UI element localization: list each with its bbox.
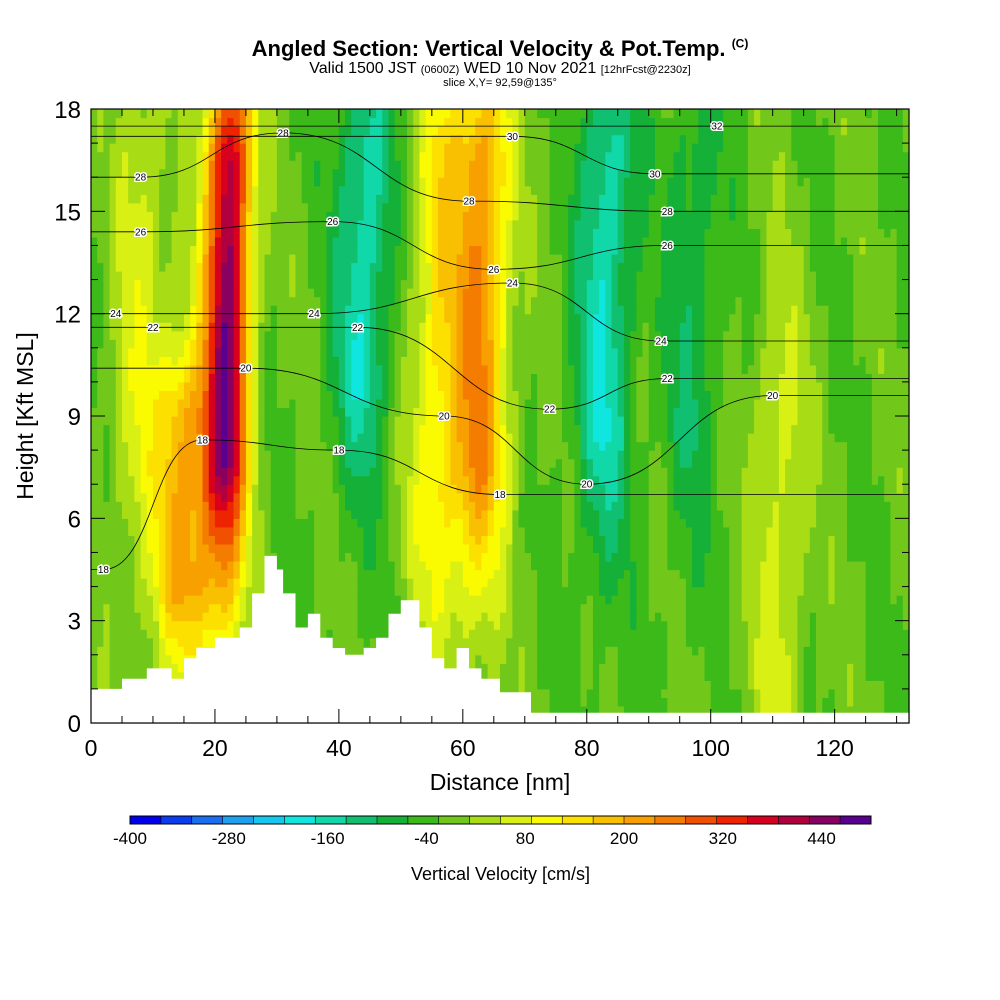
y-tick-label: 15 xyxy=(54,199,81,226)
theta-contour-label-20-0: 20 xyxy=(240,364,252,375)
theta-contour-label-18-0: 18 xyxy=(98,565,110,576)
colorbar-swatch xyxy=(809,816,841,824)
theta-contour-label-20-1: 20 xyxy=(439,412,451,423)
x-tick-label: 100 xyxy=(692,735,730,761)
colorbar-swatch xyxy=(654,816,687,824)
theta-contour-label-18-3: 18 xyxy=(494,490,506,501)
colorbar-swatch xyxy=(438,816,471,824)
colorbar-tick-label: -400 xyxy=(113,829,147,848)
theta-contour-22 xyxy=(91,326,909,410)
colorbar-swatch xyxy=(469,816,501,824)
theta-contour-label-22-0: 22 xyxy=(147,323,159,334)
theta-contour-label-22-1: 22 xyxy=(352,323,364,334)
valid-zulu: (0600Z) xyxy=(420,64,460,76)
theta-contour-label-24-2: 24 xyxy=(507,279,519,290)
theta-contour-label-26-1: 26 xyxy=(327,217,339,228)
colorbar-tick-label: 320 xyxy=(709,829,737,848)
theta-contour-label-24-3: 24 xyxy=(656,337,668,348)
colorbar-tick-label: -160 xyxy=(311,829,345,848)
colorbar-swatch xyxy=(747,816,779,824)
chart-title-text: Angled Section: Vertical Velocity & Pot.… xyxy=(251,36,726,61)
y-tick-label: 18 xyxy=(54,97,81,124)
velocity-field xyxy=(91,109,910,724)
colorbar-swatch xyxy=(346,816,378,824)
colorbar: -400 -280 -160 -40 80 200 320 440 Vertical Veloc… xyxy=(113,815,872,884)
theta-contour-label-20-2: 20 xyxy=(581,480,593,491)
theta-contour-label-24-1: 24 xyxy=(309,309,321,320)
colorbar-swatch xyxy=(191,816,224,824)
theta-contour-label-26-3: 26 xyxy=(662,241,674,252)
chart-title: Angled Section: Vertical Velocity & Pot.… xyxy=(0,36,1000,62)
theta-contour-label-18-1: 18 xyxy=(197,435,209,446)
x-tick-label: 60 xyxy=(450,735,476,761)
colorbar-swatch xyxy=(130,816,162,824)
x-tick-label: 80 xyxy=(574,735,600,761)
colorbar-swatch xyxy=(624,816,656,824)
colorbar-swatch xyxy=(500,816,532,824)
theta-contour-label-30-0: 30 xyxy=(507,132,519,143)
theta-contour-label-22-2: 22 xyxy=(544,405,556,416)
theta-contour-label-28-3: 28 xyxy=(662,207,674,218)
colorbar-swatch xyxy=(377,816,409,824)
colorbar-swatch xyxy=(407,816,440,824)
colorbar-swatch xyxy=(840,816,872,824)
theta-contour-label-30-1: 30 xyxy=(649,169,661,180)
theta-contour-label-28-1: 28 xyxy=(278,128,290,139)
colorbar-tick-label: 200 xyxy=(610,829,638,848)
theta-contour-label-32-0: 32 xyxy=(711,122,723,133)
y-axis-label: Height [Kft MSL] xyxy=(12,332,38,499)
theta-contour-label-26-2: 26 xyxy=(488,265,500,276)
terrain xyxy=(91,555,909,723)
theta-contour-20 xyxy=(91,367,909,485)
theta-contour-label-28-2: 28 xyxy=(463,197,475,208)
colorbar-swatch xyxy=(160,816,193,824)
colorbar-tick-label: -280 xyxy=(212,829,246,848)
y-tick-label: 6 xyxy=(68,506,81,533)
valid-time: Valid 1500 JST xyxy=(309,60,417,77)
theta-contour-label-20-3: 20 xyxy=(767,391,779,402)
colorbar-swatch xyxy=(685,816,718,824)
colorbar-label: Vertical Velocity [cm/s] xyxy=(411,864,590,884)
valid-date: WED 10 Nov 2021 xyxy=(463,60,597,77)
colorbar-tick-label: 80 xyxy=(516,829,535,848)
colorbar-swatch xyxy=(716,816,748,824)
theta-contour-28 xyxy=(91,132,909,212)
theta-contour-label-28-0: 28 xyxy=(135,173,147,184)
colorbar-swatch xyxy=(778,816,810,824)
colorbar-swatch xyxy=(253,816,285,824)
x-tick-label: 0 xyxy=(85,735,98,761)
y-tick-label: 3 xyxy=(68,609,81,636)
chart-subtitle: Valid 1500 JST (0600Z) WED 10 Nov 2021 [… xyxy=(0,60,1000,78)
theta-contour-30 xyxy=(91,135,909,175)
colorbar-tick-label: 440 xyxy=(807,829,835,848)
y-tick-label: 9 xyxy=(68,404,81,431)
axes: 0 20 40 60 80 100 120 0 3 6 9 12 15 18 Distance [nm] He… xyxy=(12,97,909,795)
x-tick-label: 120 xyxy=(815,735,853,761)
theta-contour-label-26-0: 26 xyxy=(135,227,147,238)
slice-info: slice X,Y= 92,59@135° xyxy=(443,77,557,89)
colorbar-swatch xyxy=(284,816,316,824)
theta-contour-24 xyxy=(91,282,909,342)
theta-contour-18 xyxy=(91,439,909,570)
x-axis-label: Distance [nm] xyxy=(430,769,571,795)
x-tick-label: 40 xyxy=(326,735,352,761)
chart-title-mark: (C) xyxy=(731,36,749,51)
colorbar-swatch xyxy=(315,816,347,824)
colorbar-swatch xyxy=(593,816,625,824)
theta-contours: 18 18 18 18 20 20 20 20 22 22 22 22 24 24 24 24 26 26 26 26… xyxy=(90,120,909,578)
colorbar-swatch xyxy=(562,816,594,824)
x-tick-label: 20 xyxy=(202,735,228,761)
forecast-info: [12hrFcst@2230z] xyxy=(600,64,691,76)
colorbar-frame xyxy=(129,815,872,825)
theta-contour-26 xyxy=(90,221,909,270)
theta-contour-label-22-3: 22 xyxy=(662,374,674,385)
y-tick-label: 12 xyxy=(54,302,81,329)
theta-contour-label-18-2: 18 xyxy=(333,446,345,457)
theta-contour-label-24-0: 24 xyxy=(110,309,122,320)
colorbar-tick-label: -40 xyxy=(414,829,439,848)
colorbar-swatch xyxy=(222,816,254,824)
colorbar-swatch xyxy=(531,816,563,824)
y-tick-label: 0 xyxy=(68,711,81,738)
